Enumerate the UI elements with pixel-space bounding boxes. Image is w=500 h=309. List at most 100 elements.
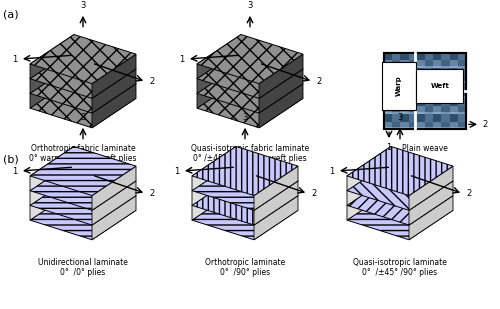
Text: 1: 1: [174, 167, 179, 176]
Bar: [384, 66, 466, 68]
Bar: [458, 76, 466, 83]
Text: 3: 3: [242, 113, 248, 122]
Text: Quasi-isotropic laminate
0°  /±45° /90° plies: Quasi-isotropic laminate 0° /±45° /90° p…: [353, 258, 447, 277]
Polygon shape: [259, 84, 303, 128]
Bar: [442, 76, 450, 83]
Polygon shape: [30, 146, 136, 196]
Bar: [392, 99, 400, 106]
Bar: [433, 91, 442, 99]
Text: Orthotropic fabric laminate
0° warp and  /90° weft plies: Orthotropic fabric laminate 0° warp and …: [29, 144, 137, 163]
Polygon shape: [347, 146, 391, 191]
Bar: [400, 99, 408, 106]
Text: Quasi-isotropic fabric laminate
0° /±45° /90° warp-weft plies: Quasi-isotropic fabric laminate 0° /±45°…: [191, 144, 309, 163]
Text: (a): (a): [3, 10, 18, 19]
Bar: [442, 91, 450, 99]
Bar: [384, 53, 392, 60]
Polygon shape: [197, 79, 303, 128]
Bar: [384, 60, 466, 68]
Bar: [384, 53, 466, 129]
Polygon shape: [409, 196, 453, 240]
Bar: [417, 91, 425, 99]
Bar: [392, 91, 400, 99]
Bar: [425, 53, 433, 60]
Bar: [400, 76, 408, 83]
Bar: [417, 114, 425, 122]
Bar: [433, 68, 442, 76]
Bar: [458, 106, 466, 114]
Bar: [425, 122, 433, 129]
Bar: [450, 83, 458, 91]
Bar: [433, 106, 442, 114]
Bar: [425, 60, 433, 68]
Bar: [417, 83, 425, 91]
Polygon shape: [259, 69, 303, 113]
Polygon shape: [30, 146, 74, 191]
Polygon shape: [30, 176, 74, 220]
Bar: [408, 122, 417, 129]
Bar: [458, 53, 466, 60]
Bar: [384, 122, 392, 129]
Bar: [425, 114, 433, 122]
Bar: [417, 76, 425, 83]
Polygon shape: [192, 146, 298, 196]
Polygon shape: [197, 35, 303, 84]
Bar: [408, 68, 417, 76]
Bar: [417, 60, 425, 68]
Bar: [384, 53, 466, 129]
Polygon shape: [192, 146, 236, 191]
Bar: [384, 53, 466, 60]
Bar: [400, 106, 408, 114]
Polygon shape: [347, 146, 453, 196]
Text: 2: 2: [466, 189, 471, 198]
Bar: [450, 76, 458, 83]
Bar: [442, 83, 450, 91]
Bar: [384, 127, 466, 129]
Bar: [450, 106, 458, 114]
Bar: [384, 114, 466, 122]
Bar: [450, 60, 458, 68]
Text: 1: 1: [386, 143, 392, 152]
Text: 1: 1: [12, 55, 17, 64]
Text: 1: 1: [12, 167, 17, 176]
Bar: [400, 91, 408, 99]
Bar: [442, 114, 450, 122]
Bar: [417, 53, 425, 60]
Polygon shape: [197, 49, 241, 93]
Bar: [408, 99, 417, 106]
Bar: [384, 112, 466, 114]
Bar: [408, 53, 417, 60]
Bar: [392, 76, 400, 83]
Bar: [450, 114, 458, 122]
Bar: [392, 83, 400, 91]
Bar: [425, 91, 433, 99]
Text: 2: 2: [316, 77, 321, 86]
Bar: [442, 106, 450, 114]
Polygon shape: [197, 35, 241, 79]
Polygon shape: [92, 196, 136, 240]
Polygon shape: [30, 176, 136, 225]
Bar: [384, 99, 392, 106]
Bar: [442, 53, 450, 60]
Bar: [384, 83, 392, 91]
Bar: [425, 83, 433, 91]
Bar: [384, 99, 466, 106]
Polygon shape: [30, 49, 74, 93]
Bar: [458, 91, 466, 99]
Bar: [408, 114, 417, 122]
Bar: [458, 122, 466, 129]
Bar: [458, 99, 466, 106]
Polygon shape: [30, 79, 136, 128]
Bar: [450, 68, 458, 76]
Bar: [433, 99, 442, 106]
Polygon shape: [347, 191, 453, 240]
Polygon shape: [347, 176, 391, 220]
Bar: [425, 68, 433, 76]
Polygon shape: [347, 176, 453, 225]
Bar: [425, 99, 433, 106]
Text: 2: 2: [311, 189, 316, 198]
Bar: [384, 83, 466, 91]
Text: 3: 3: [248, 1, 252, 10]
Bar: [400, 114, 408, 122]
Polygon shape: [259, 54, 303, 98]
Polygon shape: [30, 35, 136, 84]
